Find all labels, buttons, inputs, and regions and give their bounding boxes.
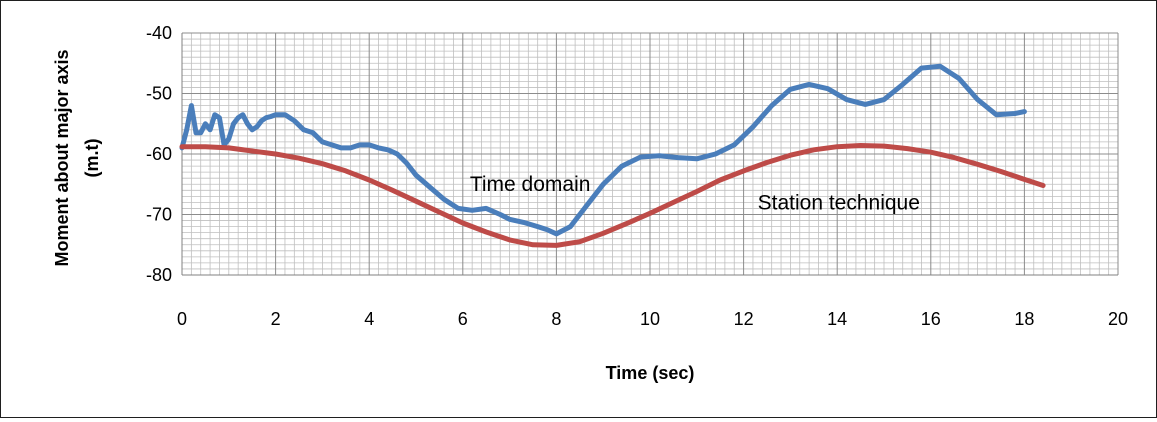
x-tick-label: 12 [734, 309, 754, 329]
y-tick-label: -70 [146, 205, 172, 225]
series-lines [179, 63, 1046, 248]
y-tick-label: -80 [146, 265, 172, 285]
x-tick-label: 18 [1014, 309, 1034, 329]
series-line-0 [179, 63, 1027, 237]
x-tick-label: 0 [177, 309, 187, 329]
y-axis-ticks: -40 -50 -60 -70 -80 [146, 23, 172, 285]
x-tick-label: 16 [921, 309, 941, 329]
series-line-1 [179, 143, 1046, 248]
annotation-station-technique: Station technique [758, 192, 920, 215]
x-tick-label: 20 [1108, 309, 1128, 329]
x-axis-ticks: 0 2 4 6 8 10 12 14 16 18 20 [177, 309, 1128, 329]
y-axis-title-line2: (m.t) [82, 139, 102, 178]
y-tick-label: -50 [146, 84, 172, 104]
x-tick-label: 4 [364, 309, 374, 329]
x-tick-label: 10 [640, 309, 660, 329]
x-axis-title: Time (sec) [606, 363, 695, 383]
x-tick-label: 8 [551, 309, 561, 329]
x-tick-label: 6 [458, 309, 468, 329]
y-axis-title: Moment about major axis (m.t) [52, 49, 102, 266]
y-tick-label: -60 [146, 144, 172, 164]
y-axis-title-line1: Moment about major axis [52, 49, 72, 266]
annotation-time-domain: Time domain [470, 173, 591, 196]
x-tick-label: 14 [827, 309, 847, 329]
x-tick-label: 2 [271, 309, 281, 329]
y-tick-label: -40 [146, 23, 172, 43]
